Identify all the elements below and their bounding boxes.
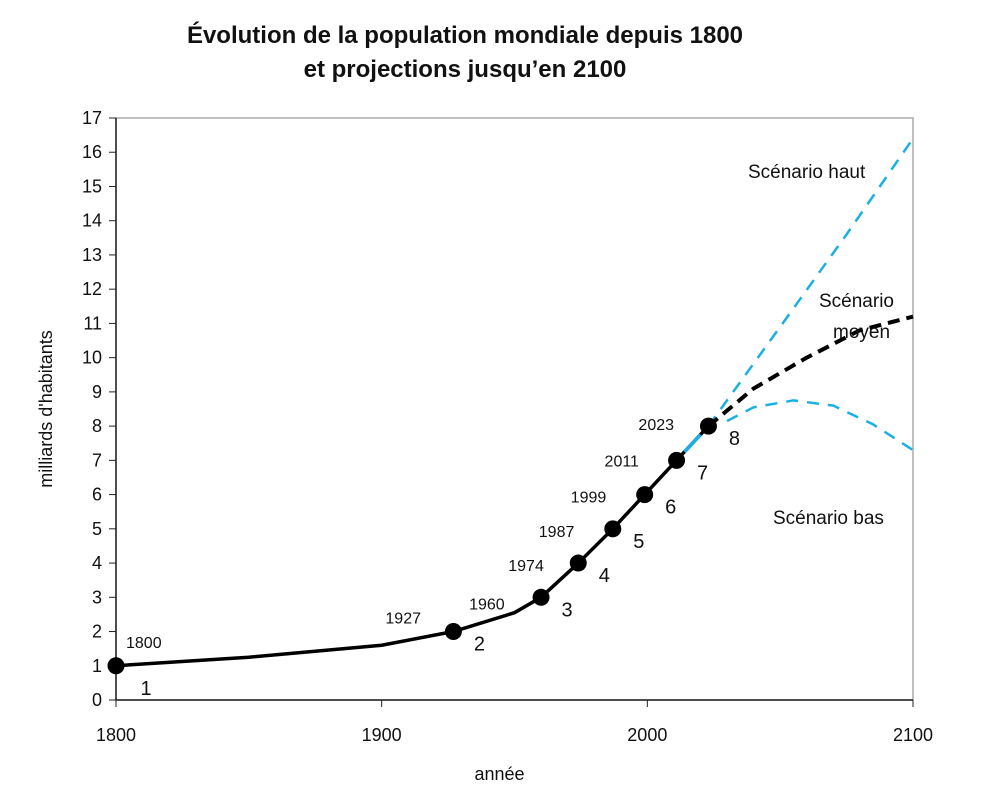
milestone-value-label: 5: [633, 531, 644, 553]
series-line-0: [707, 137, 915, 427]
transition-segment: [683, 433, 702, 453]
y-tick-label: 1: [92, 656, 102, 676]
milestone-year-label: 2011: [605, 453, 640, 470]
y-axis-label: milliards d'habitants: [36, 330, 56, 488]
y-tick-label: 15: [82, 176, 102, 196]
x-tick-label: 2100: [893, 725, 933, 745]
y-tick-label: 16: [82, 142, 102, 162]
milestone-year-label: 1800: [126, 635, 162, 652]
y-tick-label: 10: [82, 348, 102, 368]
series-line-2: [726, 399, 914, 452]
milestone-year-label: 1999: [571, 490, 607, 507]
milestone-year-label: 1974: [508, 558, 544, 575]
milestone-point: [107, 657, 125, 675]
scenario-medium-label-line1: Scénario: [819, 291, 894, 312]
milestone-point: [532, 588, 550, 606]
milestone-point: [699, 417, 717, 435]
chart-title-line2: et projections jusqu’en 2100: [303, 56, 627, 83]
y-tick-label: 14: [82, 211, 102, 231]
milestone-point: [569, 554, 587, 572]
y-tick-label: 3: [92, 587, 102, 607]
scenario-high-label: Scénario haut: [748, 162, 866, 183]
milestone-point: [636, 486, 654, 504]
y-tick-label: 0: [92, 690, 102, 710]
milestone-year-label: 1987: [539, 524, 575, 541]
y-tick-label: 7: [92, 450, 102, 470]
y-tick-label: 9: [92, 382, 102, 402]
milestone-year-label: 1927: [385, 611, 421, 628]
milestone-value-label: 4: [599, 565, 610, 587]
scenario-medium-label-line2: moyen: [833, 322, 890, 343]
milestone-point: [444, 623, 462, 641]
x-tick-label: 2000: [627, 725, 667, 745]
chart-title-line1: Évolution de la population mondiale depu…: [186, 22, 744, 49]
milestone-year-label: 2023: [638, 417, 674, 434]
milestone-value-label: 3: [562, 599, 573, 621]
y-tick-label: 5: [92, 519, 102, 539]
milestone-value-label: 8: [729, 428, 740, 450]
milestone-year-label: 1960: [469, 596, 505, 613]
milestone-value-label: 2: [474, 634, 485, 656]
milestone-value-label: 6: [665, 497, 676, 519]
y-tick-label: 11: [83, 313, 102, 333]
y-tick-label: 13: [82, 245, 102, 265]
y-tick-label: 17: [82, 108, 102, 128]
milestone-value-label: 1: [140, 678, 151, 700]
milestone-point: [604, 520, 622, 538]
x-axis-label: année: [474, 764, 524, 784]
y-tick-label: 2: [92, 622, 102, 642]
milestone-value-label: 7: [697, 462, 708, 484]
y-tick-label: 8: [92, 416, 102, 436]
x-tick-label: 1800: [96, 725, 136, 745]
y-tick-label: 12: [82, 279, 102, 299]
series-line-1: [707, 314, 914, 428]
y-tick-label: 4: [92, 553, 102, 573]
x-tick-label: 1900: [362, 725, 402, 745]
milestone-point: [668, 451, 686, 469]
y-tick-label: 6: [92, 485, 102, 505]
scenario-low-label: Scénario bas: [773, 508, 884, 529]
